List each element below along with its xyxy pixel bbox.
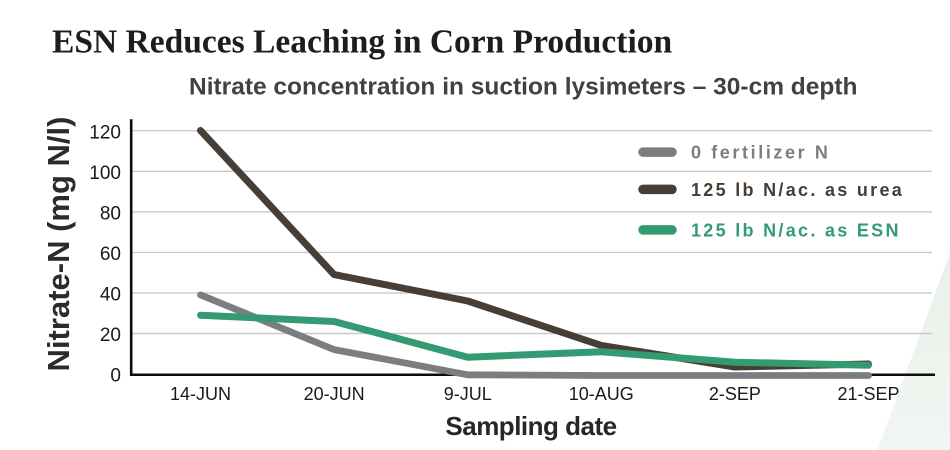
svg-text:20-JUN: 20-JUN: [304, 384, 365, 404]
svg-text:9-JUL: 9-JUL: [444, 384, 492, 404]
svg-text:100: 100: [89, 163, 121, 184]
svg-text:Nitrate concentration in sucti: Nitrate concentration in suction lysimet…: [189, 73, 857, 100]
svg-text:0 fertilizer N: 0 fertilizer N: [691, 143, 830, 163]
svg-text:21-SEP: 21-SEP: [837, 384, 899, 404]
svg-text:10-AUG: 10-AUG: [569, 384, 634, 404]
svg-text:ESN Reduces Leaching in Corn P: ESN Reduces Leaching in Corn Production: [52, 23, 672, 60]
svg-text:60: 60: [100, 244, 121, 265]
svg-text:40: 40: [100, 285, 121, 306]
svg-text:20: 20: [100, 325, 121, 346]
svg-text:14-JUN: 14-JUN: [170, 384, 231, 404]
svg-text:Sampling date: Sampling date: [445, 411, 616, 441]
svg-text:0: 0: [110, 366, 121, 387]
svg-text:80: 80: [100, 204, 121, 225]
svg-text:125 lb N/ac. as ESN: 125 lb N/ac. as ESN: [691, 220, 901, 240]
svg-text:125 lb N/ac. as urea: 125 lb N/ac. as urea: [691, 180, 904, 200]
svg-text:Nitrate-N (mg N/l): Nitrate-N (mg N/l): [41, 117, 76, 372]
svg-text:2-SEP: 2-SEP: [709, 384, 761, 404]
svg-text:120: 120: [89, 123, 121, 144]
